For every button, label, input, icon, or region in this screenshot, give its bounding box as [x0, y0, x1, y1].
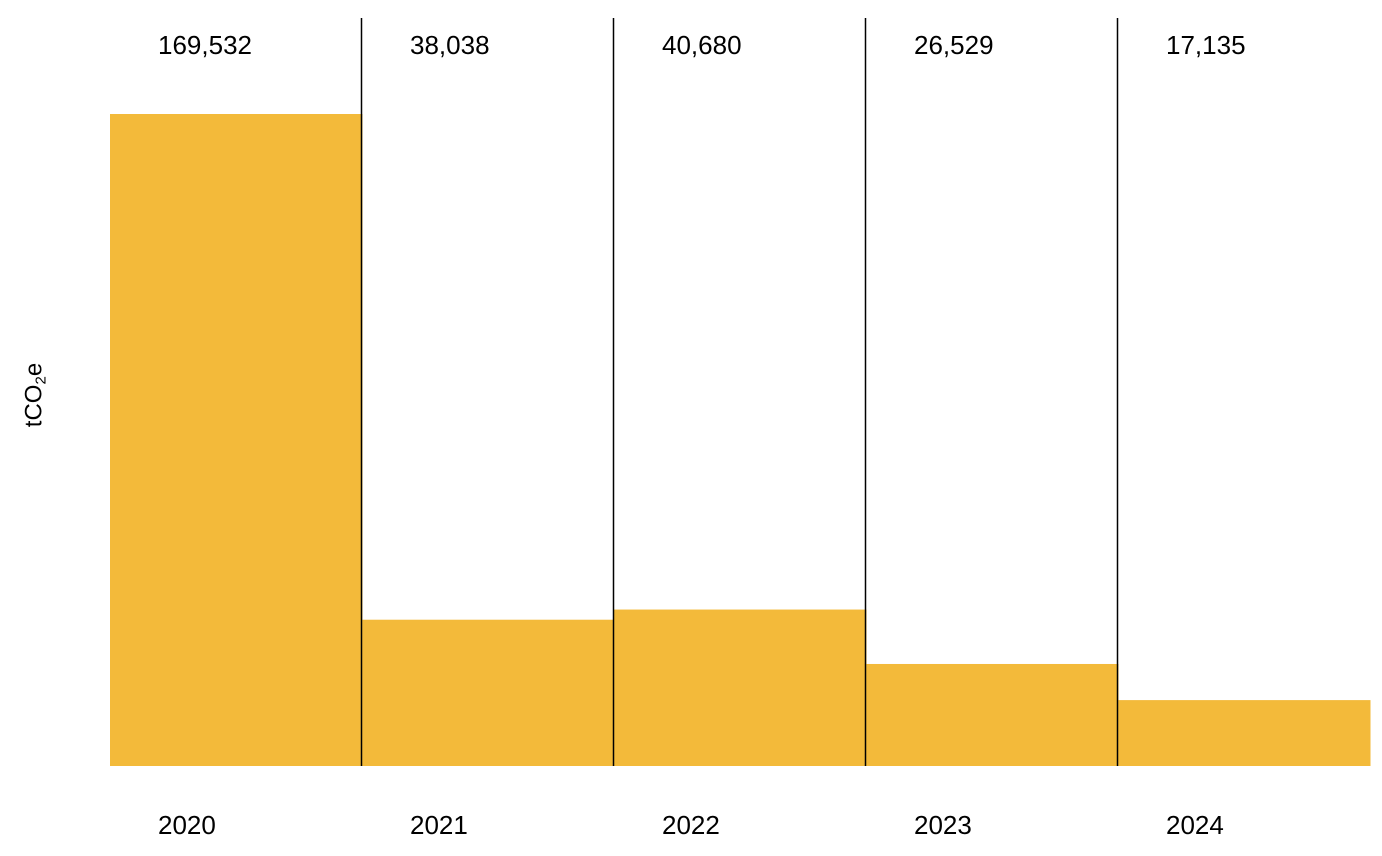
category-label-2022: 2022: [662, 810, 720, 840]
category-label-2024: 2024: [1166, 810, 1224, 840]
bar-2024: [1118, 700, 1371, 766]
bar-2020: [110, 114, 363, 766]
value-label-2023: 26,529: [914, 30, 994, 60]
category-label-2023: 2023: [914, 810, 972, 840]
value-label-2020: 169,532: [158, 30, 252, 60]
value-label-2024: 17,135: [1166, 30, 1246, 60]
bar-2021: [362, 619, 615, 766]
value-label-2021: 38,038: [410, 30, 490, 60]
bar-2022: [614, 609, 867, 766]
bar-2023: [866, 663, 1119, 766]
category-label-2021: 2021: [410, 810, 468, 840]
value-label-2022: 40,680: [662, 30, 742, 60]
category-label-2020: 2020: [158, 810, 216, 840]
